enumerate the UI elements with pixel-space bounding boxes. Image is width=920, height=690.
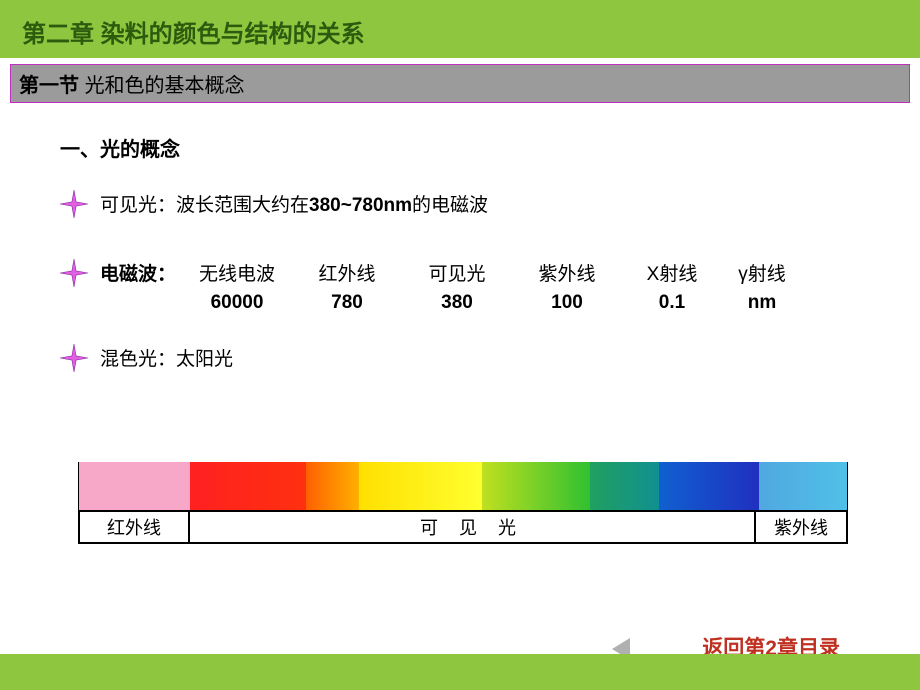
- vl-text-a: 波长范围大约在: [176, 195, 309, 216]
- em-value: 0.1: [622, 289, 722, 318]
- em-col: 无线电波60000: [182, 261, 292, 318]
- vl-label: 可见光：: [100, 195, 176, 216]
- chapter-title: 第二章 染料的颜色与结构的关系: [0, 0, 920, 58]
- spectrum-label-ir: 红外线: [80, 512, 190, 542]
- em-name: 红外线: [292, 261, 402, 290]
- em-col: 可见光380: [402, 261, 512, 318]
- em-value: 100: [512, 289, 622, 318]
- section-header: 第一节 光和色的基本概念: [10, 64, 910, 103]
- bullet-visible-light: 可见光：波长范围大约在380~780nm的电磁波: [60, 192, 880, 221]
- em-label: 电磁波：: [100, 261, 176, 318]
- em-col: 紫外线100: [512, 261, 622, 318]
- em-col: X射线0.1: [622, 261, 722, 318]
- spectrum-segment: [359, 462, 482, 510]
- em-name: X射线: [622, 261, 722, 290]
- star-icon: [60, 259, 88, 287]
- star-icon: [60, 190, 88, 218]
- em-value: nm: [722, 289, 802, 318]
- spectrum-segment: [759, 462, 847, 510]
- visible-light-text: 可见光：波长范围大约在380~780nm的电磁波: [100, 192, 488, 221]
- em-value: 780: [292, 289, 402, 318]
- mixed-light-text: 混色光：太阳光: [100, 346, 233, 375]
- ml-text: 太阳光: [176, 349, 233, 370]
- em-col: 红外线780: [292, 261, 402, 318]
- spectrum-labels: 红外线 可 见 光 紫外线: [78, 510, 848, 544]
- spectrum-label-uv: 紫外线: [754, 512, 846, 542]
- content-area: 一、光的概念 可见光：波长范围大约在380~780nm的电磁波 电磁波： 无线电…: [0, 103, 920, 374]
- section-title: 光和色的基本概念: [85, 75, 245, 97]
- spectrum-bar: [78, 462, 848, 510]
- em-col: γ射线nm: [722, 261, 802, 318]
- em-name: 可见光: [402, 261, 512, 290]
- bullet-em-wave: 电磁波： 无线电波60000 红外线780 可见光380 紫外线100 X射线0…: [60, 261, 880, 318]
- em-name: 无线电波: [182, 261, 292, 290]
- vl-text-b: 的电磁波: [412, 195, 488, 216]
- spectrum-segment: [79, 462, 190, 510]
- star-icon: [60, 344, 88, 372]
- em-columns: 无线电波60000 红外线780 可见光380 紫外线100 X射线0.1 γ射…: [182, 261, 802, 318]
- spectrum-segment: [306, 462, 360, 510]
- spectrum-segment: [190, 462, 305, 510]
- section-label: 第一节: [19, 75, 79, 97]
- em-name: 紫外线: [512, 261, 622, 290]
- spectrum-segment: [482, 462, 590, 510]
- sub-heading: 一、光的概念: [60, 133, 880, 162]
- vl-range: 380~780nm: [309, 195, 412, 216]
- em-value: 60000: [182, 289, 292, 318]
- ml-label: 混色光：: [100, 349, 176, 370]
- em-value: 380: [402, 289, 512, 318]
- spectrum-segment: [590, 462, 659, 510]
- spectrum-segment: [659, 462, 759, 510]
- spectrum-label-visible: 可 见 光: [190, 512, 754, 542]
- bullet-mixed-light: 混色光：太阳光: [60, 346, 880, 375]
- em-wave-table: 电磁波： 无线电波60000 红外线780 可见光380 紫外线100 X射线0…: [100, 261, 802, 318]
- footer-bar: [0, 654, 920, 690]
- spectrum-diagram: 红外线 可 见 光 紫外线: [78, 462, 848, 544]
- em-name: γ射线: [722, 261, 802, 290]
